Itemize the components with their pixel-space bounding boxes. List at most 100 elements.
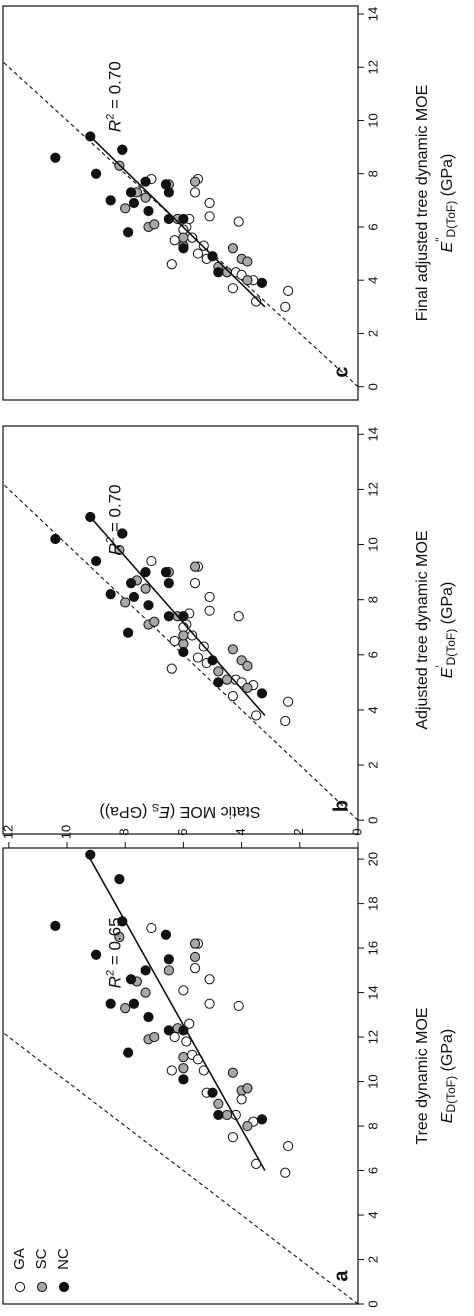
x-tick-label: 0 (365, 817, 380, 824)
point-ga (283, 1140, 294, 1152)
point-ga (204, 591, 215, 603)
point-nc (128, 998, 140, 1009)
point-nc (128, 591, 140, 603)
point-sc (163, 965, 174, 976)
panel-letter: a (330, 1270, 352, 1282)
point-ga (233, 216, 244, 227)
point-nc (140, 176, 151, 187)
r-squared-label: R2 = 0.65 (104, 917, 125, 988)
point-ga (189, 963, 201, 974)
point-sc (189, 938, 201, 949)
point-ga (169, 635, 180, 647)
point-ga (233, 611, 244, 622)
y-tick-label: 0 (349, 828, 364, 835)
r-squared-label: R2 = 0.70 (104, 61, 125, 132)
point-sc (242, 1083, 253, 1094)
legend-label: SC (33, 1248, 50, 1269)
point-nc (91, 168, 102, 179)
x-tick-label: 2 (365, 1256, 380, 1263)
point-nc (105, 195, 116, 206)
point-nc (128, 197, 140, 209)
point-nc (140, 567, 151, 578)
point-sc (140, 987, 151, 998)
point-ga (227, 1132, 238, 1143)
point-ga (280, 301, 291, 312)
point-nc (178, 243, 189, 254)
point-ga (204, 197, 215, 209)
y-axis-label: Static MOE (ES (GPa)) (99, 801, 260, 820)
point-sc (189, 176, 201, 187)
point-nc (50, 152, 61, 163)
x-tick-label: 14 (365, 427, 380, 441)
point-ga (178, 985, 189, 996)
point-sc (242, 256, 253, 267)
point-nc (91, 949, 102, 960)
point-sc (227, 243, 238, 254)
point-nc (160, 929, 172, 940)
point-ga (283, 696, 294, 707)
point-ga (251, 710, 262, 721)
point-sc (149, 1031, 160, 1043)
point-ga (204, 974, 215, 985)
point-sc (242, 275, 253, 286)
point-ga (181, 1036, 192, 1047)
fit-line (89, 516, 266, 716)
plot-frame (2, 425, 359, 835)
point-nc (143, 205, 154, 217)
x-tick-label: 2 (365, 761, 380, 768)
point-nc (123, 227, 134, 238)
point-sc (242, 1120, 253, 1132)
point-ga (189, 578, 201, 589)
y-tick-label: 10 (58, 825, 73, 839)
point-ga (166, 1065, 177, 1076)
point-ga (146, 922, 157, 934)
point-nc (163, 213, 174, 225)
point-sc (178, 1063, 189, 1074)
x-tick-label: 12 (365, 60, 380, 74)
point-ga (227, 691, 238, 702)
point-ga (280, 715, 291, 727)
x-tick-label: 10 (365, 113, 380, 127)
x-tick-label: 6 (365, 223, 380, 230)
point-ga (166, 259, 177, 270)
panel-b: 0 2 4 6 8 10 12 14 b R2 = 0.70 Adjusted tree dynam… (2, 425, 458, 835)
point-nc (178, 213, 189, 225)
y-tick-label: 2 (291, 828, 306, 835)
point-sc (189, 951, 201, 963)
x-tick-label: 6 (365, 651, 380, 658)
x-tick-label: 12 (365, 482, 380, 496)
point-nc (117, 528, 128, 539)
point-nc (213, 1109, 224, 1121)
legend-label: NC (55, 1248, 72, 1270)
point-nc (207, 1087, 218, 1098)
one-to-one-line (3, 1032, 358, 1304)
r-squared-label: R2 = 0.70 (104, 484, 125, 555)
point-nc (105, 998, 116, 1009)
legend-marker-nc (58, 1281, 70, 1293)
point-nc (163, 954, 174, 965)
point-nc (213, 677, 224, 688)
point-sc (140, 192, 151, 203)
point-ga (192, 652, 204, 663)
y-tick-label: 8 (117, 828, 132, 835)
point-nc (178, 646, 189, 658)
x-tick-label: 14 (365, 7, 380, 21)
point-nc (160, 179, 172, 190)
point-nc (178, 1074, 189, 1085)
y-tick-label: 6 (175, 828, 190, 835)
point-nc (114, 874, 125, 885)
legend-marker-sc (36, 1281, 48, 1293)
point-sc (178, 232, 189, 243)
x-tick-label: 10 (365, 1074, 380, 1088)
legend-label: GA (11, 1248, 28, 1270)
point-ga (169, 235, 180, 246)
point-ga (184, 1018, 195, 1029)
point-sc (114, 931, 125, 943)
x-tick-label: 14 (365, 985, 380, 999)
point-nc (213, 267, 224, 278)
point-ga (251, 296, 262, 307)
point-nc (50, 533, 61, 545)
x-tick-label: 2 (365, 330, 380, 337)
point-ga (198, 240, 209, 251)
